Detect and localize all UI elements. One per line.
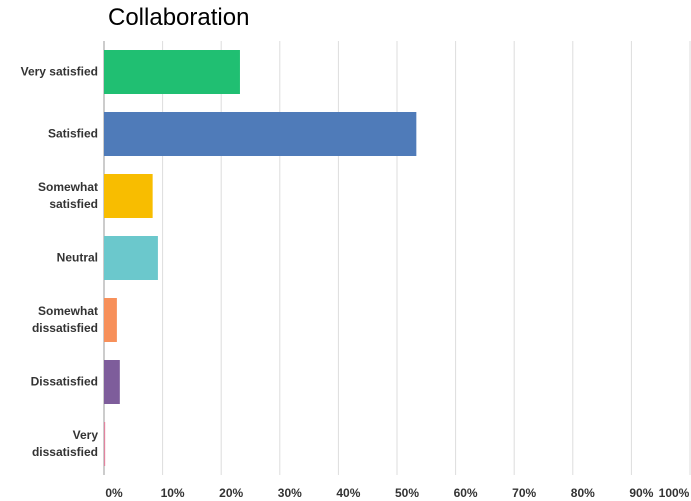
y-tick-label: Very satisfied [20,64,98,79]
x-tick-label: 20% [219,486,243,500]
y-tick-label: Somewhat dissatisfied [31,304,98,335]
y-tick-label: Neutral [56,250,98,265]
bar [104,422,106,466]
bar [104,174,153,218]
x-tick-label: 10% [161,486,185,500]
bar [104,298,117,342]
y-tick-label: Somewhat satisfied [37,180,98,211]
chart-title: Collaboration [108,4,250,31]
x-tick-label: 70% [512,486,536,500]
x-tick-label: 80% [571,486,595,500]
x-tick-label: 40% [336,486,360,500]
x-tick-label: 30% [278,486,302,500]
x-tick-label: 60% [454,486,478,500]
bar [104,360,120,404]
bar [104,112,417,156]
x-tick-label: 90% [629,486,653,500]
bar [104,50,240,94]
x-tick-label: 100% [659,486,690,500]
y-tick-label: Dissatisfied [30,374,98,389]
bar [104,236,158,280]
y-tick-label: Satisfied [47,126,98,141]
y-tick-label: Very dissatisfied [31,428,98,459]
x-tick-label: 0% [105,486,123,500]
x-tick-label: 50% [395,486,419,500]
